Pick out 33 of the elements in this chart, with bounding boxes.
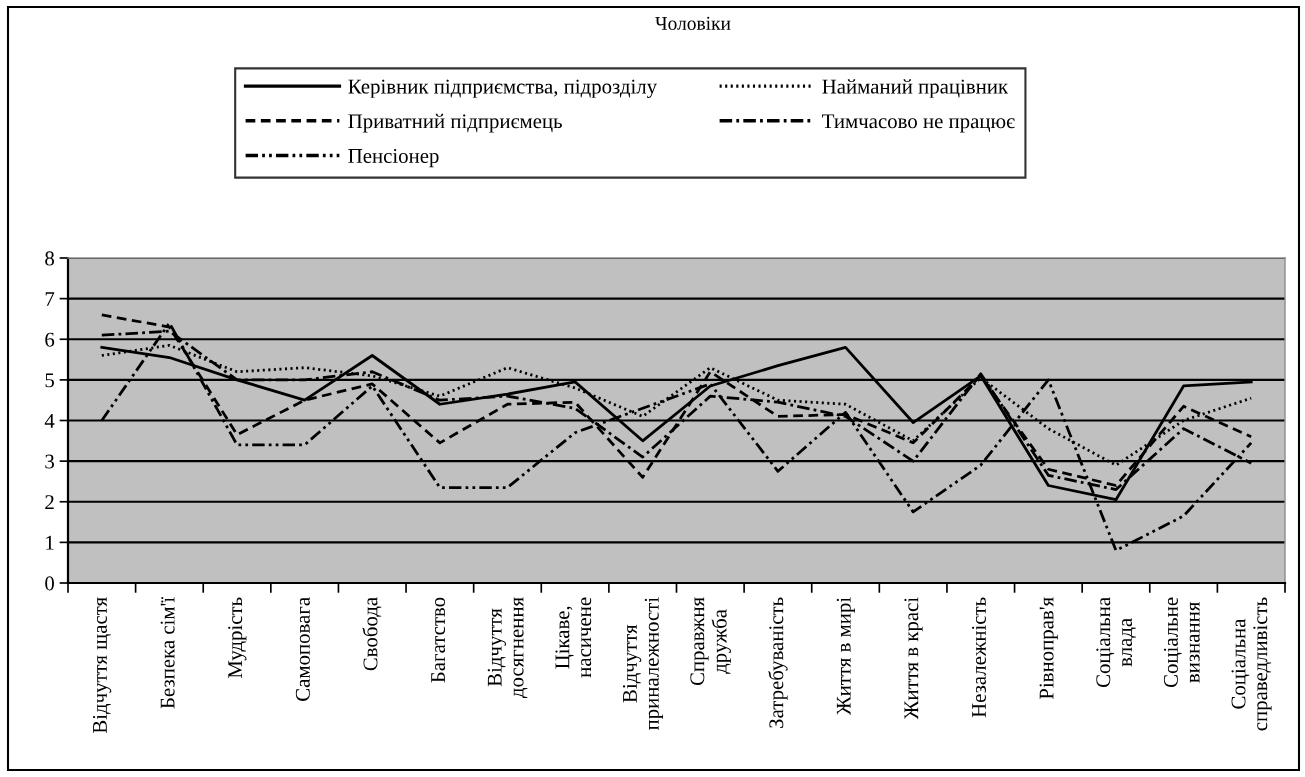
y-tick-label: 5 [45,373,54,388]
x-tick-label: Свобода [362,597,382,671]
x-tick-label: Відчуття досягнення [487,597,528,699]
x-tick-label: Соціальне визнання [1163,597,1200,688]
y-tick-label: 8 [45,251,55,266]
x-tick-label: Самоповага [295,597,310,701]
x-tick-label: Соціальна справедливість [1231,597,1272,731]
y-tick-label: 7 [45,292,55,306]
y-tick-label: 3 [45,454,54,469]
x-tick-label: Життя в красі [904,597,923,720]
legend-label: Приватний підприємець [348,113,562,133]
legend-label: Пенсіонер [348,148,439,168]
y-tick-label: 0 [45,576,55,591]
legend-label: Тимчасово не працює [822,114,1015,133]
chart-title: Чоловіки [655,16,731,30]
x-tick-label: Багатство [431,597,446,683]
x-tick-label: Відчуття щастя [92,597,112,734]
y-tick-label: 4 [44,414,55,428]
x-tick-label: Життя в мирі [836,597,855,715]
legend-label: Керівник підприємства, підрозділу [348,79,658,98]
x-tick-label: Цікаве, насичене [555,597,592,678]
x-tick-label: Соціальна влада [1096,597,1136,688]
y-tick-label: 1 [46,535,54,550]
x-tick-label: Рівноправ'я [1039,597,1058,700]
legend-label: Найманий працівник [822,79,1009,98]
x-tick-label: Затребуваність [768,597,788,728]
y-tick-label: 2 [45,495,54,509]
x-tick-label: Незалежність [971,597,986,718]
y-tick-label: 6 [45,332,55,347]
x-tick-label: Відчуття приналежності [622,597,664,731]
x-tick-label: Безпека сім'ї [160,596,175,709]
x-tick-label: Мудрість [228,597,247,679]
x-tick-label: Справжня дружба [690,597,731,686]
